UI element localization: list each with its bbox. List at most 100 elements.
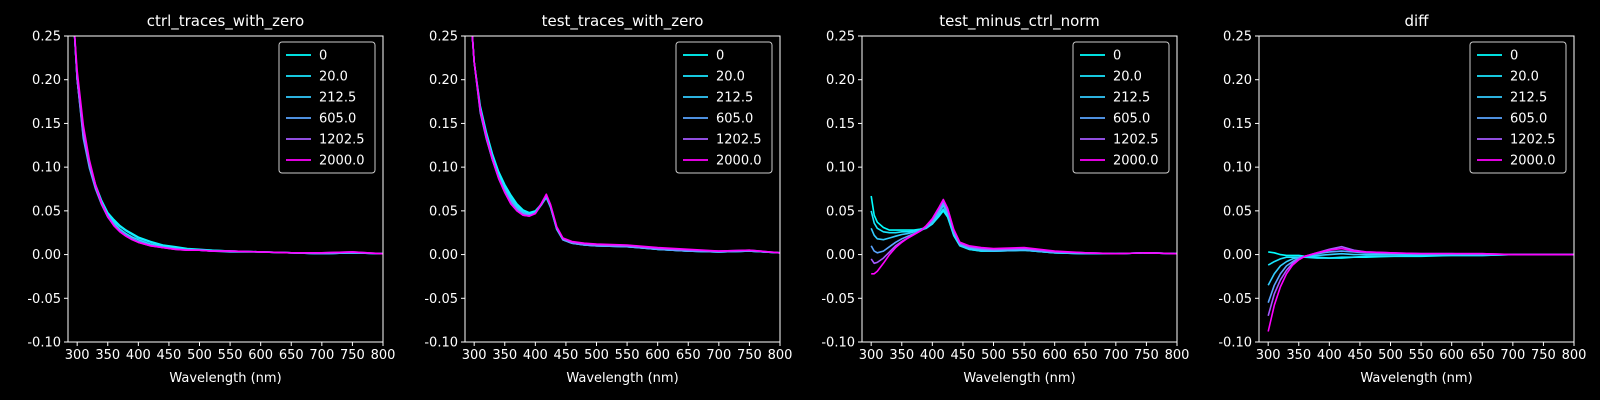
y-tick-label: 0.10 [32, 161, 61, 176]
x-tick-label: 300 [1256, 348, 1281, 363]
y-tick-label: -0.05 [27, 292, 61, 307]
x-tick-label: 600 [645, 348, 670, 363]
x-tick-label: 550 [1012, 348, 1037, 363]
x-axis-label: Wavelength (nm) [1360, 371, 1472, 386]
y-tick-label: 0.00 [32, 248, 61, 263]
y-tick-label: -0.10 [424, 336, 458, 351]
legend-box [1072, 41, 1170, 174]
x-tick-label: 600 [1042, 348, 1067, 363]
x-tick-label: 700 [706, 348, 731, 363]
x-tick-label: 350 [492, 348, 517, 363]
legend: 0 20.0 212.5 605.0 1202.5 2000.0 [278, 41, 376, 174]
x-tick-label: 550 [615, 348, 640, 363]
legend-label: 2000.0 [1510, 154, 1556, 169]
chart-title: test_minus_ctrl_norm [939, 12, 1100, 31]
chart-title: diff [1404, 12, 1429, 30]
y-tick-label: 0.15 [1223, 117, 1252, 132]
x-tick-label: 750 [737, 348, 762, 363]
legend-label: 20.0 [319, 70, 348, 85]
y-tick-label: 0.25 [429, 30, 458, 45]
legend-label: 605.0 [319, 112, 356, 127]
y-tick-label: 0.05 [1223, 204, 1252, 219]
x-tick-label: 800 [768, 348, 793, 363]
legend-label: 2000.0 [1113, 154, 1159, 169]
series-line-4 [1267, 250, 1574, 303]
y-tick-label: 0.05 [32, 204, 61, 219]
legend-label: 1202.5 [716, 133, 762, 148]
y-tick-label: -0.05 [821, 292, 855, 307]
x-tick-label: 650 [279, 348, 304, 363]
x-tick-label: 400 [920, 348, 945, 363]
y-tick-label: 0.25 [826, 30, 855, 45]
x-tick-label: 550 [218, 348, 243, 363]
legend-label: 0 [1510, 49, 1518, 64]
chart-panel-3: 300 350 400 450 500 550 600 650 700 750 800 -0.10 -0… [821, 12, 1189, 386]
y-tick-label: 0.20 [32, 73, 61, 88]
plot-frame [861, 35, 1178, 343]
y-tick-label: 0.20 [826, 73, 855, 88]
x-tick-label: 800 [1562, 348, 1587, 363]
legend-label: 0 [319, 49, 327, 64]
x-tick-label: 700 [1103, 348, 1128, 363]
x-tick-label: 400 [126, 348, 151, 363]
x-tick-label: 700 [309, 348, 334, 363]
x-tick-label: 500 [584, 348, 609, 363]
y-tick-label: 0.20 [1223, 73, 1252, 88]
legend-label: 605.0 [716, 112, 753, 127]
y-tick-label: 0.15 [826, 117, 855, 132]
y-tick-label: 0.00 [826, 248, 855, 263]
x-tick-label: 600 [248, 348, 273, 363]
plot-frame [67, 35, 384, 343]
y-tick-label: 0.15 [429, 117, 458, 132]
legend: 0 20.0 212.5 605.0 1202.5 2000.0 [1469, 41, 1567, 174]
legend-label: 1202.5 [1113, 133, 1159, 148]
plot-frame [1258, 35, 1575, 343]
x-tick-label: 750 [1531, 348, 1556, 363]
x-tick-label: 400 [523, 348, 548, 363]
x-tick-label: 300 [65, 348, 90, 363]
y-tick-label: -0.10 [821, 336, 855, 351]
chart-title: ctrl_traces_with_zero [147, 12, 304, 31]
x-tick-label: 550 [1409, 348, 1434, 363]
y-tick-label: -0.05 [424, 292, 458, 307]
legend-label: 0 [716, 49, 724, 64]
x-tick-label: 750 [1134, 348, 1159, 363]
y-tick-label: 0.05 [826, 204, 855, 219]
series-group [73, 36, 383, 255]
legend-label: 20.0 [716, 70, 745, 85]
y-tick-label: 0.25 [1223, 30, 1252, 45]
y-tick-label: 0.10 [429, 161, 458, 176]
chart-panel-4: 300 350 400 450 500 550 600 650 700 750 800 -0.10 -0… [1218, 12, 1586, 386]
series-line-6 [871, 198, 1177, 275]
x-tick-label: 350 [889, 348, 914, 363]
legend-label: 212.5 [1113, 91, 1150, 106]
x-tick-label: 700 [1500, 348, 1525, 363]
x-tick-label: 450 [1348, 348, 1373, 363]
plot-frame [464, 35, 781, 343]
series-group [471, 36, 780, 254]
y-tick-label: 0.05 [429, 204, 458, 219]
x-tick-label: 450 [951, 348, 976, 363]
x-tick-label: 650 [1470, 348, 1495, 363]
series-line-6 [1267, 247, 1574, 332]
x-tick-label: 500 [1378, 348, 1403, 363]
y-tick-label: -0.10 [27, 336, 61, 351]
series-group [870, 195, 1177, 275]
x-tick-label: 450 [554, 348, 579, 363]
y-tick-label: 0.20 [429, 73, 458, 88]
legend-label: 1202.5 [1510, 133, 1556, 148]
x-axis-label: Wavelength (nm) [963, 371, 1075, 386]
legend-box [1469, 41, 1567, 174]
y-tick-label: 0.15 [32, 117, 61, 132]
y-tick-label: 0.25 [32, 30, 61, 45]
chart-title: test_traces_with_zero [542, 12, 704, 31]
legend-label: 1202.5 [319, 133, 365, 148]
x-tick-label: 650 [676, 348, 701, 363]
legend-label: 212.5 [319, 91, 356, 106]
chart-panel-1: 300 350 400 450 500 550 600 650 700 750 800 -0.10 -0… [27, 12, 395, 386]
series-line-3 [870, 204, 1177, 255]
legend-box [675, 41, 773, 174]
x-axis-label: Wavelength (nm) [566, 371, 678, 386]
x-tick-label: 750 [340, 348, 365, 363]
